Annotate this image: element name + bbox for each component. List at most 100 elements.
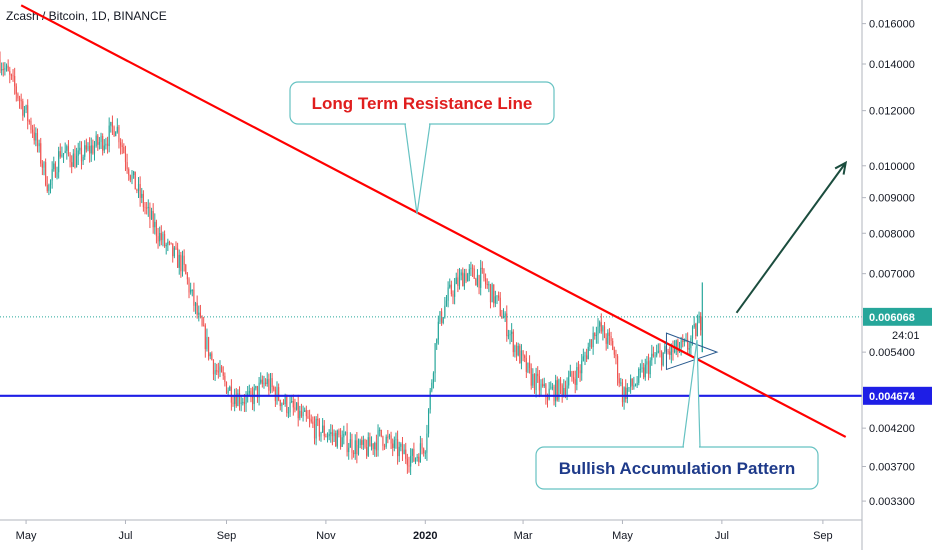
candle-body (362, 439, 364, 445)
candle-body (471, 267, 474, 269)
candle-body (343, 433, 345, 438)
candle-body (568, 376, 570, 386)
candle-body (664, 346, 666, 353)
candle-body (198, 312, 200, 315)
candle-body (227, 390, 229, 394)
triangle-pattern[interactable] (665, 332, 719, 371)
candle-body (444, 305, 446, 318)
candle-body (302, 411, 304, 417)
candle-body (155, 221, 158, 237)
last-price-badge (863, 307, 932, 326)
y-tick-label: 0.016000 (869, 19, 915, 31)
candle-body (517, 345, 519, 356)
candle-body (540, 383, 542, 391)
candle-body (232, 402, 234, 404)
candle-body (551, 386, 553, 389)
candle-body (460, 272, 462, 276)
resistance-line[interactable] (20, 4, 847, 438)
x-tick-label: Sep (813, 530, 833, 542)
candle-body (349, 439, 351, 448)
candle-body (98, 142, 100, 145)
candle-body (654, 355, 656, 357)
accumulation-callout[interactable]: Bullish Accumulation Pattern (535, 339, 819, 490)
candle-body (136, 189, 138, 192)
candle-body (77, 150, 79, 156)
x-tick-label: 2020 (413, 530, 437, 542)
candle-body (263, 382, 265, 385)
candle-body (687, 339, 689, 350)
candle-body (693, 323, 695, 328)
overlay-layer: Long Term Resistance Line Bullish Accumul… (0, 4, 862, 490)
time-axis[interactable]: May Jul Sep Nov 2020 Mar May Jul Sep (0, 519, 862, 542)
candle-body (467, 273, 469, 282)
candle-body (688, 348, 690, 350)
candle-body (348, 447, 350, 453)
candle-body (677, 340, 679, 353)
candle-body (159, 233, 161, 242)
candle-body (695, 323, 697, 337)
candle-body (643, 367, 645, 378)
candle-body (672, 345, 674, 353)
candle-body (229, 386, 231, 391)
candle-body (261, 379, 263, 385)
candle-body (188, 279, 190, 293)
x-tick-label: Jul (118, 530, 132, 542)
candle-body (154, 221, 156, 228)
candle-body (191, 289, 193, 291)
candle-body (574, 379, 576, 385)
candle-body (41, 163, 43, 168)
candle-body (559, 379, 562, 386)
candle-body (204, 325, 206, 350)
candle-body (600, 322, 602, 332)
price-axis[interactable]: 0.016000 0.014000 0.012000 0.010000 0.009000… (861, 0, 932, 550)
candle-body (147, 206, 149, 208)
candle-body (237, 393, 239, 406)
support-label: 0.004674 (869, 391, 916, 403)
candle-body (535, 373, 537, 390)
candle-body (93, 145, 96, 154)
candle-body (700, 316, 702, 331)
candle-body (661, 351, 663, 366)
resistance-callout[interactable]: Long Term Resistance Line (289, 81, 555, 215)
candle-body (149, 206, 151, 220)
candle-body (54, 163, 56, 178)
candle-body (473, 268, 475, 279)
projection-arrow-shaft[interactable] (735, 162, 847, 314)
candle-body (519, 345, 521, 364)
candle-body (436, 339, 438, 344)
candle-body (625, 387, 627, 399)
candle-body (97, 135, 99, 145)
candle-body (20, 100, 22, 102)
candle-body (129, 175, 131, 180)
candle-body (581, 360, 583, 374)
candle-body (56, 172, 58, 178)
candle-body (491, 284, 493, 303)
candle-body (312, 421, 314, 425)
candle-body (630, 378, 632, 388)
candle-body (543, 384, 545, 387)
x-tick-label: May (16, 530, 37, 542)
candle-body (35, 133, 37, 141)
candle-body (14, 76, 16, 87)
candle-body (48, 184, 50, 191)
candle-body (7, 65, 9, 72)
candle-body (447, 287, 449, 301)
candle-body (413, 448, 415, 462)
candle-body (238, 393, 241, 404)
candle-body (235, 396, 237, 406)
candle-body (392, 443, 394, 449)
candle-body (59, 151, 61, 157)
candle-body (336, 430, 338, 447)
candle-body (4, 68, 6, 70)
candle-body (260, 379, 262, 383)
candle-body (649, 360, 651, 375)
last-candle-body (701, 316, 703, 353)
candle-body (307, 416, 309, 419)
candle-body (178, 254, 180, 268)
candle-body (292, 401, 294, 408)
x-tick-label: May (612, 530, 633, 542)
candle-body (181, 255, 184, 272)
candle-body (631, 378, 633, 386)
candle-body (439, 311, 441, 322)
